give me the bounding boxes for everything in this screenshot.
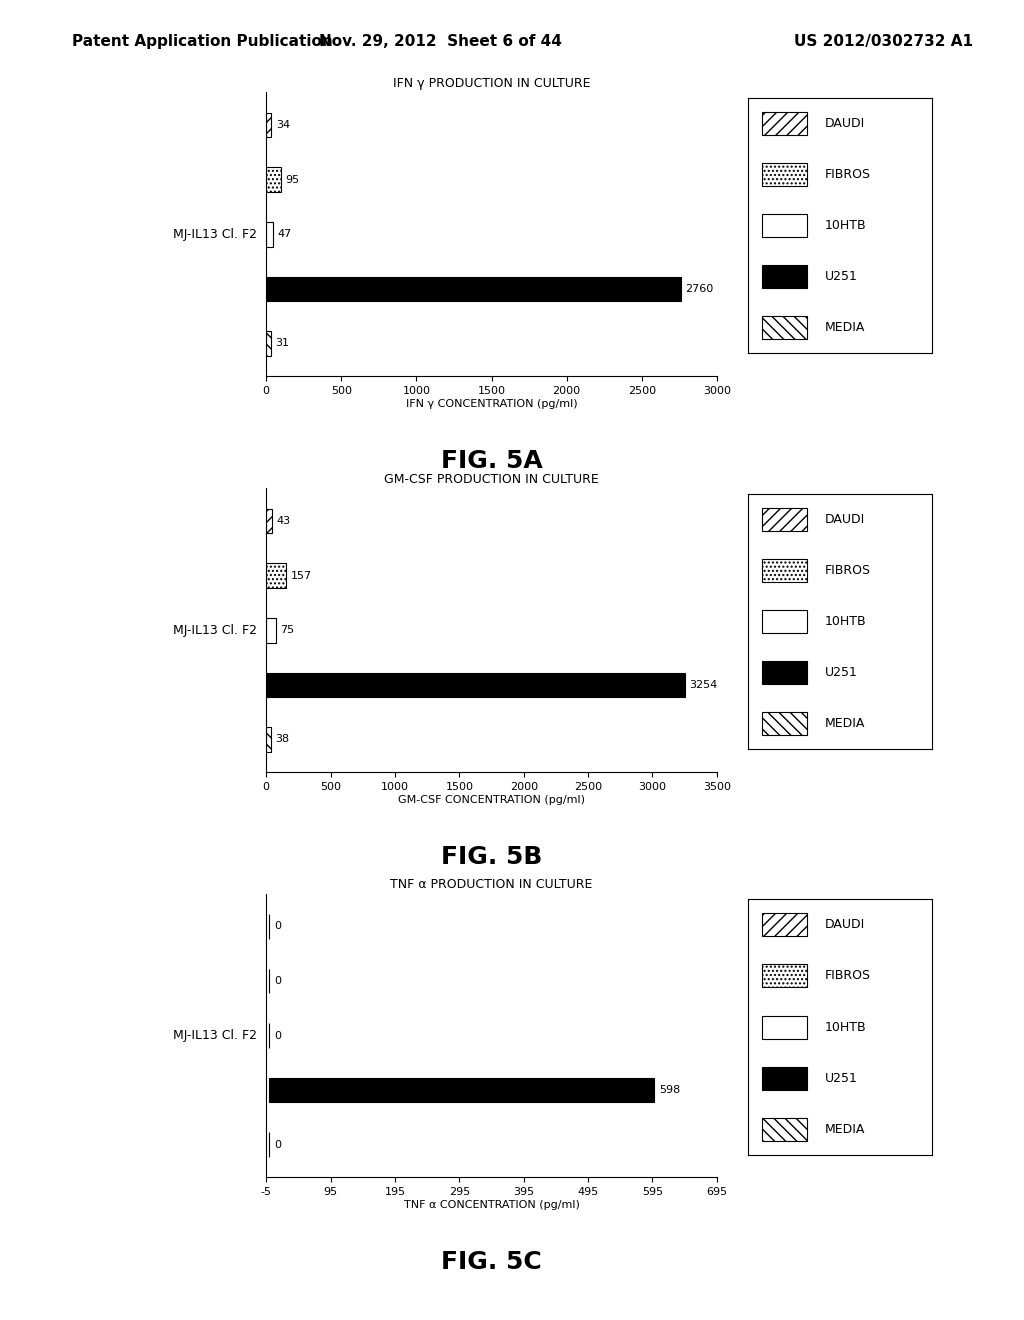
Text: 10HTB: 10HTB — [825, 219, 866, 232]
Text: FIG. 5C: FIG. 5C — [441, 1250, 542, 1274]
Text: MEDIA: MEDIA — [825, 718, 865, 730]
Text: U251: U251 — [825, 1072, 858, 1085]
Text: 75: 75 — [281, 626, 295, 635]
FancyBboxPatch shape — [762, 965, 807, 987]
FancyBboxPatch shape — [762, 1118, 807, 1140]
Title: IFN γ PRODUCTION IN CULTURE: IFN γ PRODUCTION IN CULTURE — [393, 77, 590, 90]
Text: MJ-IL13 Cl. F2: MJ-IL13 Cl. F2 — [173, 228, 257, 240]
Text: DAUDI: DAUDI — [825, 117, 865, 131]
FancyBboxPatch shape — [762, 713, 807, 735]
FancyBboxPatch shape — [762, 1015, 807, 1039]
FancyBboxPatch shape — [762, 265, 807, 288]
Text: 598: 598 — [658, 1085, 680, 1096]
Text: 34: 34 — [275, 120, 290, 131]
Text: Patent Application Publication: Patent Application Publication — [72, 34, 333, 49]
Text: 0: 0 — [274, 1139, 281, 1150]
FancyBboxPatch shape — [762, 560, 807, 582]
Bar — [266, 114, 271, 137]
FancyBboxPatch shape — [762, 214, 807, 238]
Bar — [266, 168, 281, 191]
Text: 38: 38 — [275, 734, 290, 744]
Text: 47: 47 — [278, 230, 292, 239]
FancyBboxPatch shape — [762, 317, 807, 339]
Text: FIG. 5A: FIG. 5A — [440, 449, 543, 473]
FancyBboxPatch shape — [762, 508, 807, 531]
Text: FIBROS: FIBROS — [825, 168, 871, 181]
Text: MJ-IL13 Cl. F2: MJ-IL13 Cl. F2 — [173, 624, 257, 636]
Bar — [266, 727, 271, 751]
Text: 2760: 2760 — [685, 284, 714, 294]
Text: 157: 157 — [291, 570, 312, 581]
FancyBboxPatch shape — [762, 112, 807, 135]
Text: MJ-IL13 Cl. F2: MJ-IL13 Cl. F2 — [173, 1030, 257, 1041]
Bar — [266, 277, 681, 301]
FancyBboxPatch shape — [762, 610, 807, 634]
Text: DAUDI: DAUDI — [825, 919, 865, 932]
Text: 43: 43 — [276, 516, 291, 527]
Text: U251: U251 — [825, 271, 858, 284]
Bar — [266, 564, 287, 587]
Text: US 2012/0302732 A1: US 2012/0302732 A1 — [794, 34, 973, 49]
Bar — [269, 1078, 654, 1102]
Text: DAUDI: DAUDI — [825, 513, 865, 527]
Text: 0: 0 — [274, 1031, 281, 1040]
Bar — [266, 510, 271, 533]
Text: 31: 31 — [275, 338, 290, 348]
Title: GM-CSF PRODUCTION IN CULTURE: GM-CSF PRODUCTION IN CULTURE — [384, 473, 599, 486]
Text: 0: 0 — [274, 921, 281, 932]
Bar — [266, 673, 685, 697]
Bar — [266, 222, 273, 247]
Text: 0: 0 — [274, 975, 281, 986]
X-axis label: IFN γ CONCENTRATION (pg/ml): IFN γ CONCENTRATION (pg/ml) — [406, 399, 578, 409]
X-axis label: GM-CSF CONCENTRATION (pg/ml): GM-CSF CONCENTRATION (pg/ml) — [398, 795, 585, 805]
FancyBboxPatch shape — [762, 913, 807, 936]
FancyBboxPatch shape — [762, 164, 807, 186]
Text: FIG. 5B: FIG. 5B — [441, 845, 542, 869]
Bar — [266, 331, 271, 355]
Text: 10HTB: 10HTB — [825, 1020, 866, 1034]
Text: 95: 95 — [285, 174, 299, 185]
Text: 10HTB: 10HTB — [825, 615, 866, 628]
Text: U251: U251 — [825, 667, 858, 680]
Text: MEDIA: MEDIA — [825, 322, 865, 334]
Bar — [266, 618, 275, 643]
Text: FIBROS: FIBROS — [825, 564, 871, 577]
FancyBboxPatch shape — [762, 1067, 807, 1089]
Title: TNF α PRODUCTION IN CULTURE: TNF α PRODUCTION IN CULTURE — [390, 878, 593, 891]
FancyBboxPatch shape — [762, 661, 807, 684]
Text: 3254: 3254 — [689, 680, 718, 690]
Text: Nov. 29, 2012  Sheet 6 of 44: Nov. 29, 2012 Sheet 6 of 44 — [318, 34, 562, 49]
X-axis label: TNF α CONCENTRATION (pg/ml): TNF α CONCENTRATION (pg/ml) — [403, 1200, 580, 1210]
Text: FIBROS: FIBROS — [825, 969, 871, 982]
Text: MEDIA: MEDIA — [825, 1123, 865, 1135]
